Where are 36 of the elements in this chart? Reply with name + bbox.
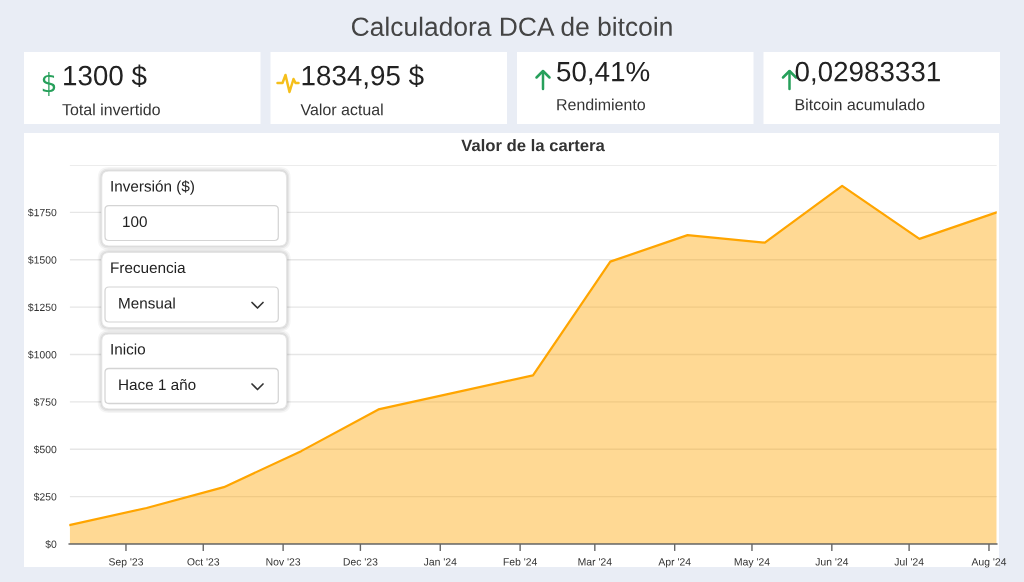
y-tick-label: $1750 xyxy=(27,208,57,217)
annotation: Inicio xyxy=(111,343,146,355)
x-tick-label: Aug '24 xyxy=(971,558,1007,568)
annotation: Mensual xyxy=(119,297,175,309)
x-tick-label: Dec '23 xyxy=(343,558,378,566)
y-tick-label: $1250 xyxy=(27,303,57,312)
y-tick-label: $750 xyxy=(33,397,57,407)
x-tick-label: Nov '23 xyxy=(266,558,301,566)
x-tick-label: Sep '23 xyxy=(108,558,144,568)
annotation: 100 xyxy=(123,216,147,228)
text: 1834,95 $ xyxy=(302,64,424,89)
y-tick-label: $500 xyxy=(33,445,57,454)
text: 50,41% xyxy=(557,61,650,85)
x-tick-label: Jun '24 xyxy=(815,558,849,566)
text: Bitcoin acumulado xyxy=(795,98,925,111)
annotation: Hace 1 año xyxy=(119,378,196,391)
x-tick-label: May '24 xyxy=(734,558,770,568)
y-tick-label: $1000 xyxy=(27,350,57,359)
text: Total invertido xyxy=(62,103,160,116)
x-tick-label: Jan '24 xyxy=(423,558,457,566)
x-tick-label: Apr '24 xyxy=(658,558,691,568)
x-tick-label: Feb '24 xyxy=(503,557,538,566)
y-tick-label: $1500 xyxy=(27,255,57,265)
annotation: Inversión ($) xyxy=(111,180,194,195)
text: Valor actual xyxy=(300,103,383,116)
text: Calculadora DCA de bitcoin xyxy=(351,16,672,37)
x-tick-label: Jul '24 xyxy=(894,557,924,566)
annotation: Frecuencia xyxy=(111,261,186,274)
x-tick-label: Oct '23 xyxy=(187,558,220,566)
y-tick-label: $0 xyxy=(45,540,57,549)
text: 1300 $ xyxy=(64,64,147,88)
text: Rendimiento xyxy=(557,98,645,111)
chart-title: Valor de la cartera xyxy=(461,139,605,152)
y-tick-label: $250 xyxy=(33,492,57,502)
x-tick-label: Mar '24 xyxy=(578,558,612,566)
text: 0,02983331 xyxy=(795,61,940,85)
